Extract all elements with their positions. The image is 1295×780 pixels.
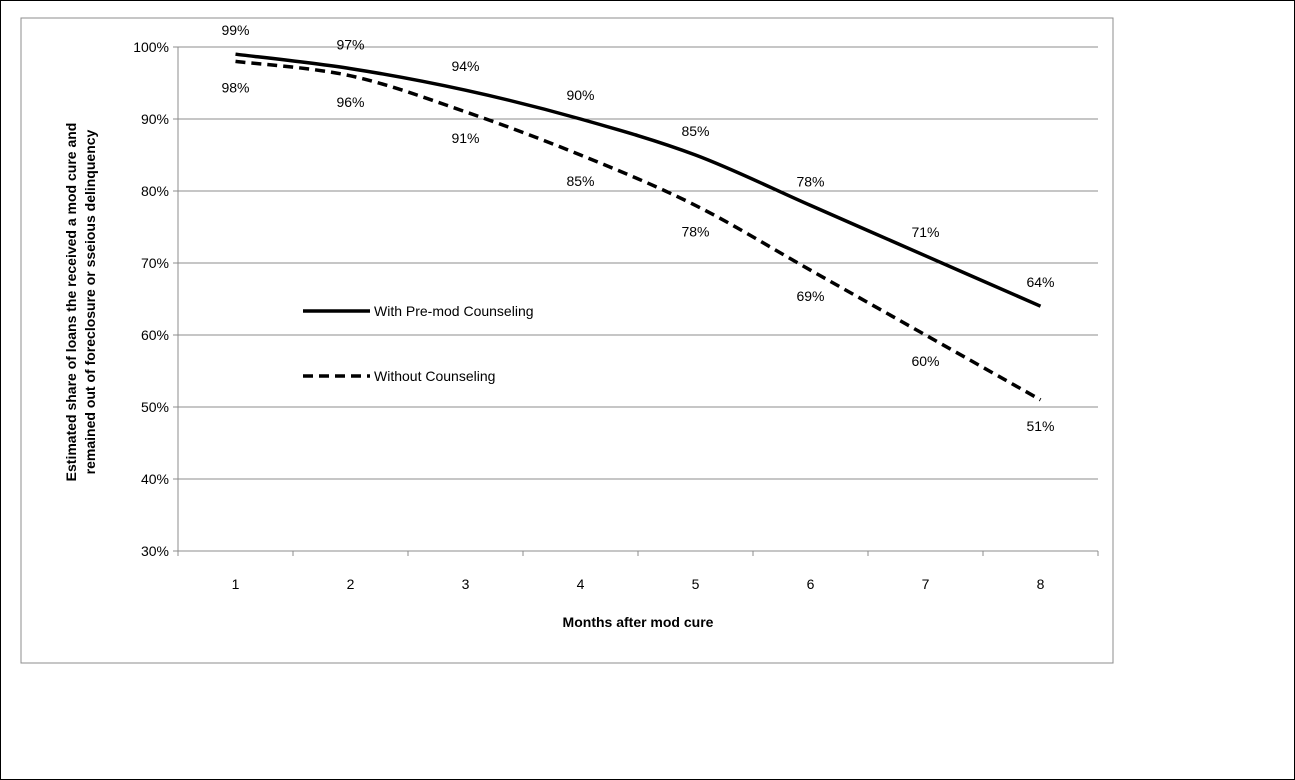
data-label: 60% [911, 353, 939, 369]
data-label: 91% [451, 130, 479, 146]
x-tick-label: 8 [1037, 576, 1045, 592]
data-label: 71% [911, 224, 939, 240]
y-tick-label: 70% [141, 255, 169, 271]
y-axis-title-line-1: Estimated share of loans the received a … [63, 123, 79, 482]
x-tick-label: 5 [692, 576, 700, 592]
x-tick-label: 1 [232, 576, 240, 592]
data-label: 94% [451, 58, 479, 74]
data-label: 78% [681, 223, 709, 239]
data-label: 85% [566, 173, 594, 189]
y-tick-label: 30% [141, 543, 169, 559]
x-axis-title: Months after mod cure [563, 614, 714, 630]
data-label: 64% [1026, 274, 1054, 290]
data-labels: 99% 97% 94% 90% 85% 78% 71% 64% 98% 96% 91% 85% 78% 6… [221, 22, 1054, 434]
y-tick-label: 40% [141, 471, 169, 487]
x-tick-label: 7 [922, 576, 930, 592]
gridlines [178, 46, 1098, 480]
series-line-with-counseling [235, 52, 1042, 308]
legend-label-without-counseling: Without Counseling [374, 368, 495, 384]
chart-area-border [20, 17, 1114, 664]
data-label: 98% [221, 79, 249, 95]
y-tick-label: 50% [141, 399, 169, 415]
data-label: 90% [566, 87, 594, 103]
axes [173, 46, 1099, 556]
data-label: 97% [336, 37, 364, 53]
y-axis-title: Estimated share of loans the received a … [63, 123, 98, 482]
series-lines [235, 52, 1042, 402]
legend-label-with-counseling: With Pre-mod Counseling [374, 303, 534, 319]
data-label: 69% [796, 288, 824, 304]
x-tick-label: 4 [577, 576, 585, 592]
y-tick-label: 100% [133, 39, 169, 55]
data-label: 78% [796, 173, 824, 189]
data-label: 99% [221, 22, 249, 38]
legend: With Pre-mod Counseling Without Counseli… [303, 303, 534, 384]
x-tick-label: 3 [462, 576, 470, 592]
y-tick-label: 60% [141, 327, 169, 343]
data-label: 96% [336, 94, 364, 110]
y-tick-label: 90% [141, 111, 169, 127]
data-label: 85% [681, 123, 709, 139]
y-tick-label: 80% [141, 183, 169, 199]
tick-labels: 30% 40% 50% 60% 70% 80% 90% 100% 1 2 3 4 5 6 7 8 [133, 39, 1044, 592]
x-tick-label: 6 [807, 576, 815, 592]
series-line-without-counseling [235, 59, 1042, 402]
x-tick-label: 2 [347, 576, 355, 592]
y-axis-title-line-2: remained out of foreclosure or sseious d… [82, 129, 98, 474]
data-label: 51% [1026, 418, 1054, 434]
